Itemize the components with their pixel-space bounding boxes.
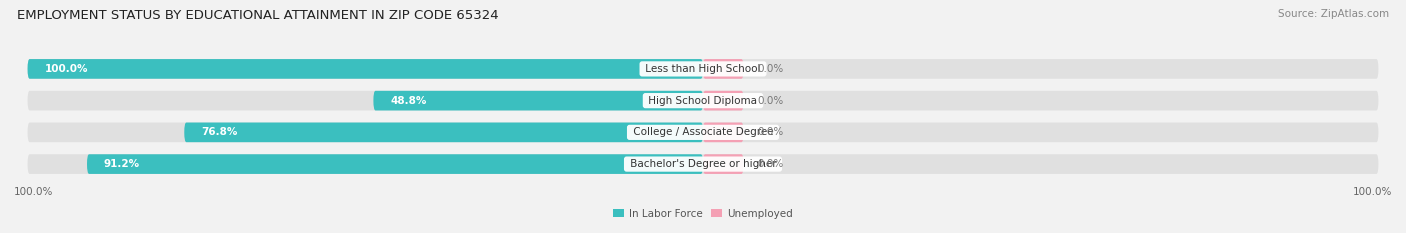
Text: 100.0%: 100.0% — [1353, 187, 1392, 197]
Text: 48.8%: 48.8% — [391, 96, 426, 106]
FancyBboxPatch shape — [28, 123, 1378, 142]
FancyBboxPatch shape — [703, 59, 744, 79]
FancyBboxPatch shape — [28, 154, 1378, 174]
Text: Source: ZipAtlas.com: Source: ZipAtlas.com — [1278, 9, 1389, 19]
FancyBboxPatch shape — [703, 91, 744, 110]
FancyBboxPatch shape — [28, 59, 703, 79]
Legend: In Labor Force, Unemployed: In Labor Force, Unemployed — [613, 209, 793, 219]
FancyBboxPatch shape — [28, 59, 1378, 79]
FancyBboxPatch shape — [703, 123, 744, 142]
Text: 0.0%: 0.0% — [756, 159, 783, 169]
Text: Bachelor's Degree or higher: Bachelor's Degree or higher — [627, 159, 779, 169]
FancyBboxPatch shape — [703, 154, 744, 174]
Text: 0.0%: 0.0% — [756, 64, 783, 74]
FancyBboxPatch shape — [28, 91, 1378, 110]
Text: College / Associate Degree: College / Associate Degree — [630, 127, 776, 137]
FancyBboxPatch shape — [374, 91, 703, 110]
Text: 100.0%: 100.0% — [14, 187, 53, 197]
Text: 76.8%: 76.8% — [201, 127, 238, 137]
FancyBboxPatch shape — [184, 123, 703, 142]
Text: 100.0%: 100.0% — [45, 64, 89, 74]
Text: EMPLOYMENT STATUS BY EDUCATIONAL ATTAINMENT IN ZIP CODE 65324: EMPLOYMENT STATUS BY EDUCATIONAL ATTAINM… — [17, 9, 499, 22]
Text: 0.0%: 0.0% — [756, 127, 783, 137]
Text: 0.0%: 0.0% — [756, 96, 783, 106]
Text: 91.2%: 91.2% — [104, 159, 141, 169]
Text: Less than High School: Less than High School — [643, 64, 763, 74]
FancyBboxPatch shape — [87, 154, 703, 174]
Text: High School Diploma: High School Diploma — [645, 96, 761, 106]
